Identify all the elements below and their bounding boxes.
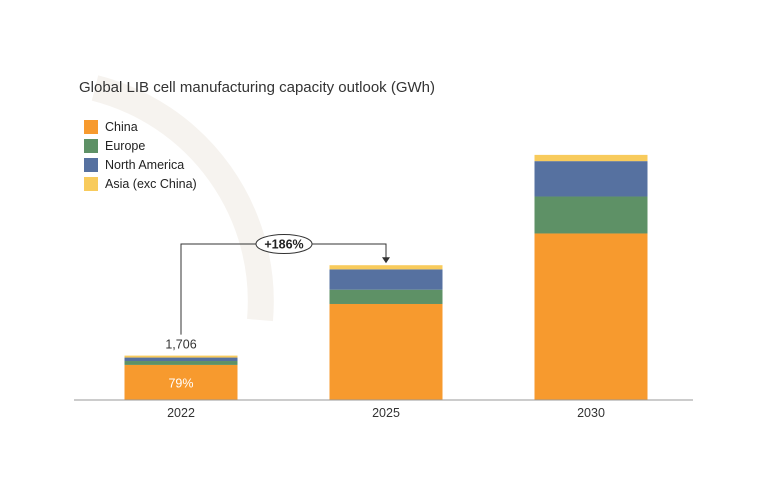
bar-segment-china-2022	[124, 364, 238, 400]
bar-segment-europe-2022	[124, 361, 238, 365]
bar-segment-asia-exc-china-2022	[124, 355, 238, 358]
x-tick-label-2025: 2025	[372, 406, 400, 420]
growth-label: +186%	[264, 238, 303, 252]
x-tick-label-2030: 2030	[577, 406, 605, 420]
legend-swatch-china	[84, 119, 98, 134]
bar-segment-china-2030	[534, 233, 648, 400]
data-label-total-2022: 1,706	[165, 338, 196, 352]
data-label-china-share-2022: 79%	[168, 376, 193, 390]
legend-item-europe: Europe	[84, 136, 197, 155]
bar-segment-north-america-2022	[124, 357, 238, 362]
legend-swatch-europe	[84, 138, 98, 153]
legend-swatch-north-america	[84, 157, 98, 172]
legend-swatch-asia-exc-china	[84, 176, 98, 191]
legend-label-china: China	[105, 119, 138, 134]
bar-segment-asia-exc-china-2030	[534, 154, 648, 162]
bar-segment-north-america-2025	[329, 269, 443, 290]
legend-item-north-america: North America	[84, 155, 197, 174]
chart-title: Global LIB cell manufacturing capacity o…	[79, 79, 435, 96]
bar-segment-europe-2025	[329, 289, 443, 304]
legend-label-north-america: North America	[105, 157, 185, 172]
legend-label-europe: Europe	[105, 138, 146, 153]
x-tick-label-2022: 2022	[167, 406, 195, 420]
legend: China Europe North America Asia (exc Chi…	[84, 117, 197, 193]
legend-label-asia-exc-china: Asia (exc China)	[105, 176, 197, 191]
growth-arrowhead	[382, 257, 390, 264]
bar-segment-asia-exc-china-2025	[329, 265, 443, 270]
bar-segment-europe-2030	[534, 196, 648, 234]
bar-segment-north-america-2030	[534, 161, 648, 197]
bar-segment-china-2025	[329, 303, 443, 400]
legend-item-asia-exc-china: Asia (exc China)	[84, 174, 197, 193]
growth-label-bubble	[255, 234, 313, 254]
legend-item-china: China	[84, 117, 197, 136]
